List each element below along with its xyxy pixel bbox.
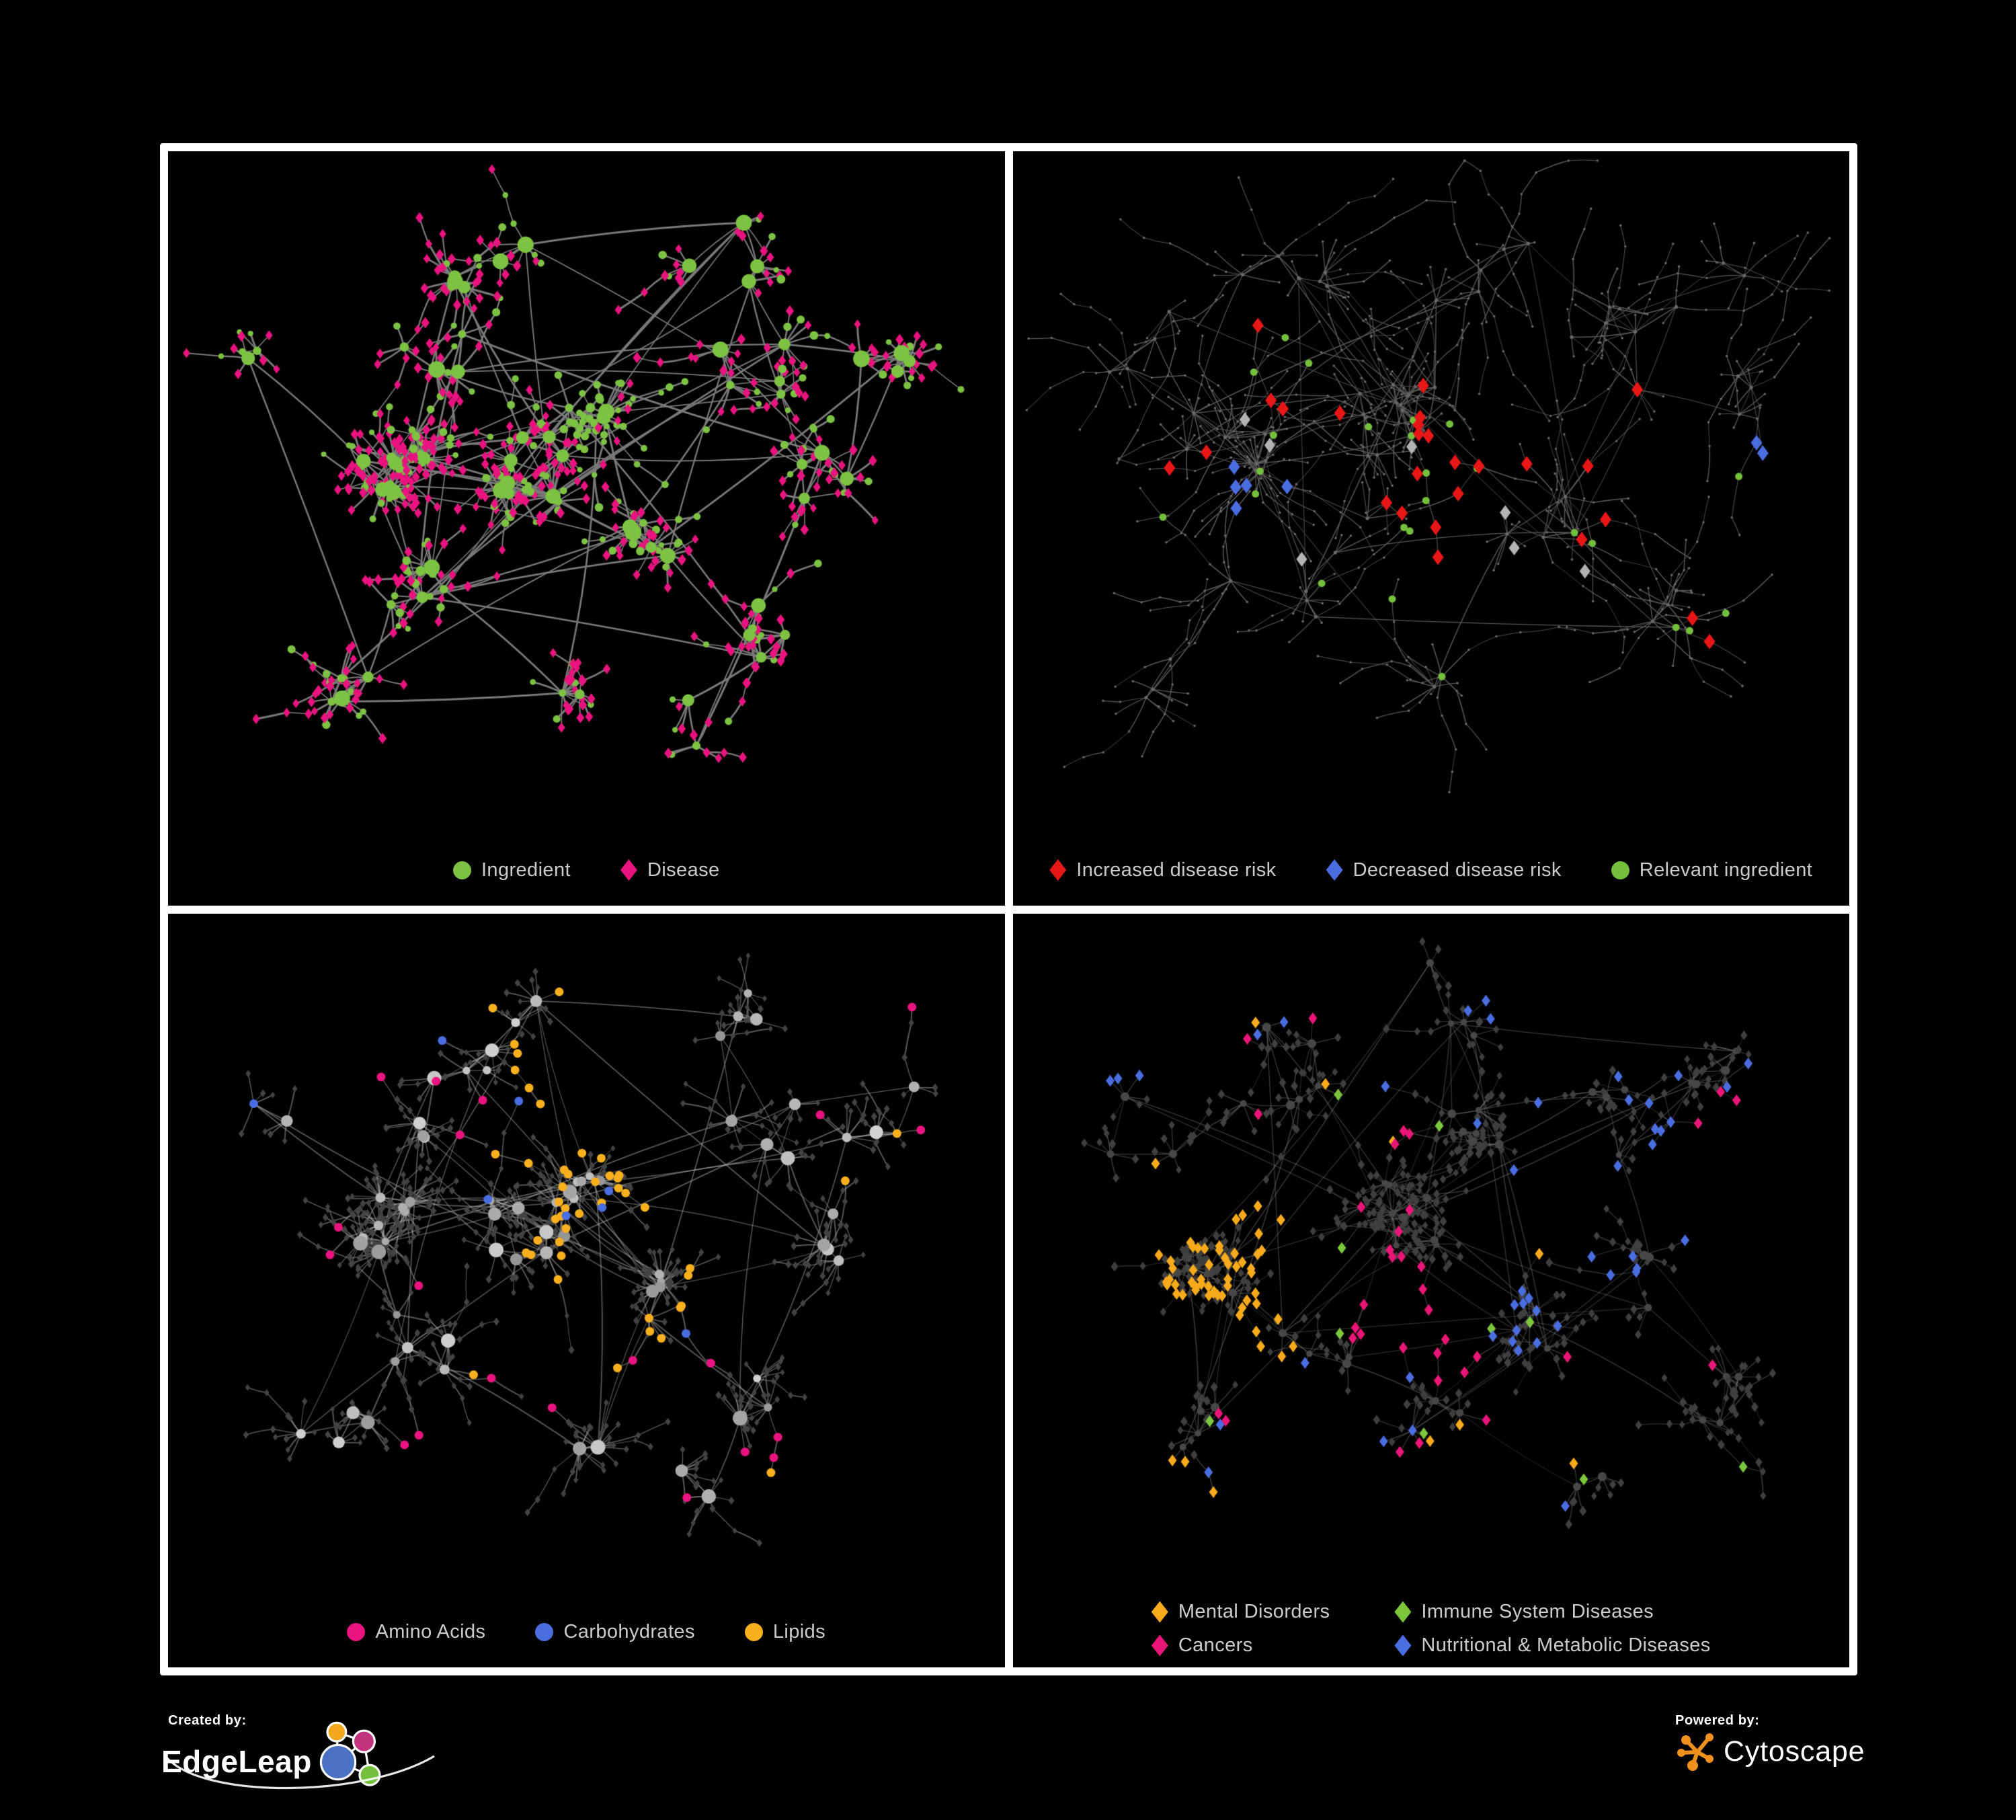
legend-item-amino-acids: Amino Acids: [347, 1621, 485, 1643]
legend-label: Increased disease risk: [1076, 859, 1277, 881]
disease-categories-legend: Mental Disorders Immune System Diseases Ca…: [1151, 1601, 1711, 1657]
legend-label: Decreased disease risk: [1353, 859, 1562, 881]
powered-by-label: Powered by:: [1675, 1713, 1760, 1728]
legend-label: Lipids: [772, 1621, 826, 1643]
legend-item-nutritional-and-metabolic-diseases: Nutritional & Metabolic Diseases: [1394, 1634, 1710, 1657]
legend-item-mental-disorders: Mental Disorders: [1151, 1601, 1330, 1623]
panel-grid: Ingredient Disease Increased disease risk…: [160, 143, 1857, 1675]
edgeleap-credit: Created by: EdgeLeap: [161, 1713, 484, 1814]
legend-label: Carbohydrates: [563, 1621, 695, 1643]
cytoscape-credit: Powered by: Cytoscape: [1675, 1713, 1877, 1773]
circle-marker: [452, 861, 471, 879]
legend-label: Amino Acids: [375, 1621, 486, 1643]
diamond-marker: [1151, 1601, 1168, 1623]
legend-item-ingredient: Ingredient: [452, 859, 571, 881]
legend-item-decreased-disease-risk: Decreased disease risk: [1326, 859, 1562, 881]
legend-label: Immune System Diseases: [1421, 1601, 1654, 1622]
diamond-marker: [1326, 859, 1343, 881]
legend-label: Disease: [647, 859, 720, 881]
panel-ingredient-disease: Ingredient Disease: [168, 151, 1005, 906]
diamond-marker: [1394, 1601, 1412, 1623]
legend-label: Relevant ingredient: [1639, 859, 1813, 881]
cytoscape-wordmark: Cytoscape: [1724, 1735, 1865, 1768]
panel-disease-risk: Increased disease risk Decreased disease …: [1012, 151, 1850, 906]
edgeleap-network-logo-icon: [319, 1721, 381, 1786]
legend-label: Ingredient: [481, 859, 571, 881]
diamond-marker: [1394, 1634, 1412, 1657]
diamond-marker: [620, 859, 637, 881]
circle-marker: [1611, 861, 1629, 879]
ingredient-disease-legend: Ingredient Disease: [168, 859, 1005, 881]
circle-marker: [744, 1623, 763, 1641]
legend-item-increased-disease-risk: Increased disease risk: [1049, 859, 1276, 881]
legend-label: Nutritional & Metabolic Diseases: [1421, 1634, 1711, 1656]
ingredient-disease-network-canvas: [168, 151, 1005, 906]
created-by-label: Created by:: [168, 1713, 247, 1728]
panel-disease-categories: Mental Disorders Immune System Diseases Ca…: [1012, 913, 1849, 1667]
diamond-marker: [1049, 859, 1067, 881]
disease-risk-legend: Increased disease risk Decreased disease …: [1013, 859, 1850, 881]
circle-marker: [535, 1623, 554, 1641]
cytoscape-logo-icon: [1677, 1733, 1713, 1771]
circle-marker: [347, 1623, 366, 1641]
disease-risk-network-canvas: [1012, 151, 1849, 906]
ingredient-classes-network-canvas: [168, 913, 1005, 1667]
legend-item-lipids: Lipids: [744, 1621, 826, 1643]
legend-label: Cancers: [1178, 1634, 1253, 1656]
legend-label: Mental Disorders: [1178, 1601, 1330, 1622]
legend-item-carbohydrates: Carbohydrates: [535, 1621, 694, 1643]
panel-ingredient-classes: Amino Acids Carbohydrates Lipids: [168, 913, 1005, 1667]
legend-item-disease: Disease: [620, 859, 720, 881]
legend-item-immune-system-diseases: Immune System Diseases: [1394, 1601, 1710, 1623]
legend-item-relevant-ingredient: Relevant ingredient: [1611, 859, 1812, 881]
legend-item-cancers: Cancers: [1151, 1634, 1330, 1657]
ingredient-classes-legend: Amino Acids Carbohydrates Lipids: [168, 1621, 1005, 1643]
disease-categories-network-canvas: [1012, 913, 1849, 1667]
edgeleap-wordmark: EdgeLeap: [161, 1743, 312, 1779]
diamond-marker: [1151, 1634, 1168, 1657]
